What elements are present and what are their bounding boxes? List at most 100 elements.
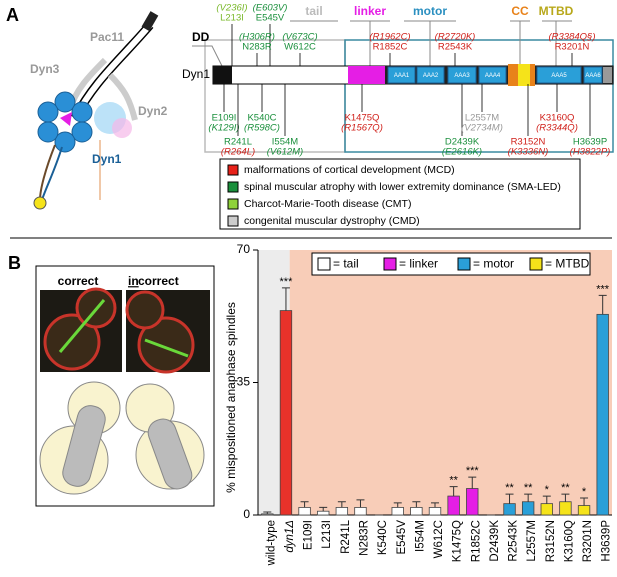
aaa-domain (478, 66, 507, 84)
significance: *** (596, 283, 610, 295)
mutation-label: K540C (247, 113, 276, 124)
error-bar (505, 493, 514, 504)
legend-swatch (227, 198, 239, 210)
significance: * (582, 486, 587, 498)
legend-swatch (227, 215, 239, 227)
legend-swatch (529, 257, 543, 271)
protein-label: Dyn1 (182, 67, 210, 81)
mutation-label: (R2720K) (435, 32, 476, 43)
micrographs (40, 287, 210, 374)
mutation-label: R2543K (438, 42, 473, 53)
mutation-label: (H3822P) (570, 147, 611, 158)
domain-label: DD (192, 30, 210, 44)
x-tick-label: R2543K (508, 520, 520, 562)
y-tick-label: 35 (237, 375, 251, 389)
mutation-label: E109I (212, 113, 237, 124)
domain-label: motor (413, 4, 447, 18)
domain-label: linker (354, 4, 386, 18)
significance: ** (449, 475, 458, 487)
x-tick-label: R1852C (470, 520, 482, 562)
domain-brackets (192, 20, 572, 67)
error-bar (598, 294, 607, 315)
mutation-label: R241L (224, 137, 252, 148)
error-bar (281, 287, 290, 311)
mutation-label: L213I (220, 13, 244, 24)
x-tick-label: W612C (433, 520, 445, 558)
bar (391, 507, 404, 516)
complex-label: Dyn3 (30, 62, 60, 76)
significance: ** (524, 482, 533, 494)
legend-label: = motor (473, 257, 514, 271)
mutation-label: R3152N (511, 137, 546, 148)
bar (447, 495, 460, 516)
error-bar (561, 493, 570, 502)
bar (559, 501, 572, 516)
mutation-label: (H306R) (239, 32, 275, 43)
mutation-label: K3160Q (540, 113, 575, 124)
error-bar (431, 502, 439, 508)
mutation-label: D2439K (445, 137, 480, 148)
error-bar (412, 501, 421, 508)
x-tick-label: R3201N (582, 520, 594, 562)
significance: ** (561, 482, 570, 494)
legend-label: malformations of cortical development (M… (244, 164, 455, 176)
mutation-label: (R1962C) (369, 32, 410, 43)
aaa-domain (583, 66, 603, 84)
mutation-label: (E2616K) (442, 147, 482, 158)
error-bar (524, 493, 533, 502)
bar (410, 507, 423, 516)
x-tick-label: I554M (414, 520, 426, 552)
image-label: correct (138, 274, 179, 288)
mutation-label: (V612M) (267, 147, 303, 158)
error-bar (300, 501, 309, 508)
disease-legend: malformations of cortical development (M… (227, 164, 561, 227)
complex-label: Dyn1 (92, 152, 122, 166)
aaa-label: AAA4 (485, 73, 501, 79)
error-bar (468, 476, 477, 489)
bar (261, 513, 274, 516)
domain-label: tail (305, 4, 322, 18)
aaa-label: AAA5 (551, 73, 567, 79)
aaa-domains: AAA1 AAA2 AAA3 AAA4 AAA5 AAA6 (387, 66, 603, 84)
error-bar (356, 499, 365, 508)
x-tick-label: D2439K (489, 520, 501, 562)
x-tick-label: K540C (377, 520, 389, 555)
mutation-label: E545V (256, 13, 285, 24)
image-label: in (128, 274, 139, 288)
aaa-domain (416, 66, 445, 84)
bar (521, 501, 535, 516)
bar (540, 503, 553, 516)
legend-box (219, 158, 581, 230)
mutation-label: (V236I) (216, 3, 247, 14)
bar (577, 505, 591, 516)
error-bar (337, 501, 346, 508)
legend-box (311, 252, 591, 276)
x-tick-label: R3152N (545, 520, 557, 562)
mutation-label: (V673C) (282, 32, 317, 43)
bar-chart: % mispositioned anaphase spindles 0 35 70 wi… (224, 242, 613, 566)
error-bar (580, 497, 589, 506)
error-bar (319, 506, 328, 512)
mutation-label: (R1567Q) (341, 123, 383, 134)
aaa-domain (447, 66, 477, 84)
significance: ** (505, 482, 514, 494)
x-tick-label: L213I (321, 520, 333, 549)
y-tick-label: 0 (243, 507, 250, 521)
mutation-label: L2557M (465, 113, 499, 124)
mutant-bg (289, 250, 612, 515)
legend-label: = MTBD (545, 257, 590, 271)
significance: *** (466, 465, 480, 477)
complex-label: Dyn2 (138, 104, 168, 118)
bar (466, 488, 479, 516)
mutation-label: (E603V) (253, 3, 288, 14)
mutation-label: (R598C) (244, 123, 280, 134)
aaa-domain (387, 66, 416, 84)
bar (279, 310, 293, 516)
bar (298, 507, 311, 516)
mutation-label: W612C (284, 42, 316, 53)
x-tick-label: R241L (340, 519, 352, 553)
mutation-label: (R3384Q§) (549, 32, 596, 43)
bar (428, 507, 442, 516)
error-bar (542, 495, 551, 504)
